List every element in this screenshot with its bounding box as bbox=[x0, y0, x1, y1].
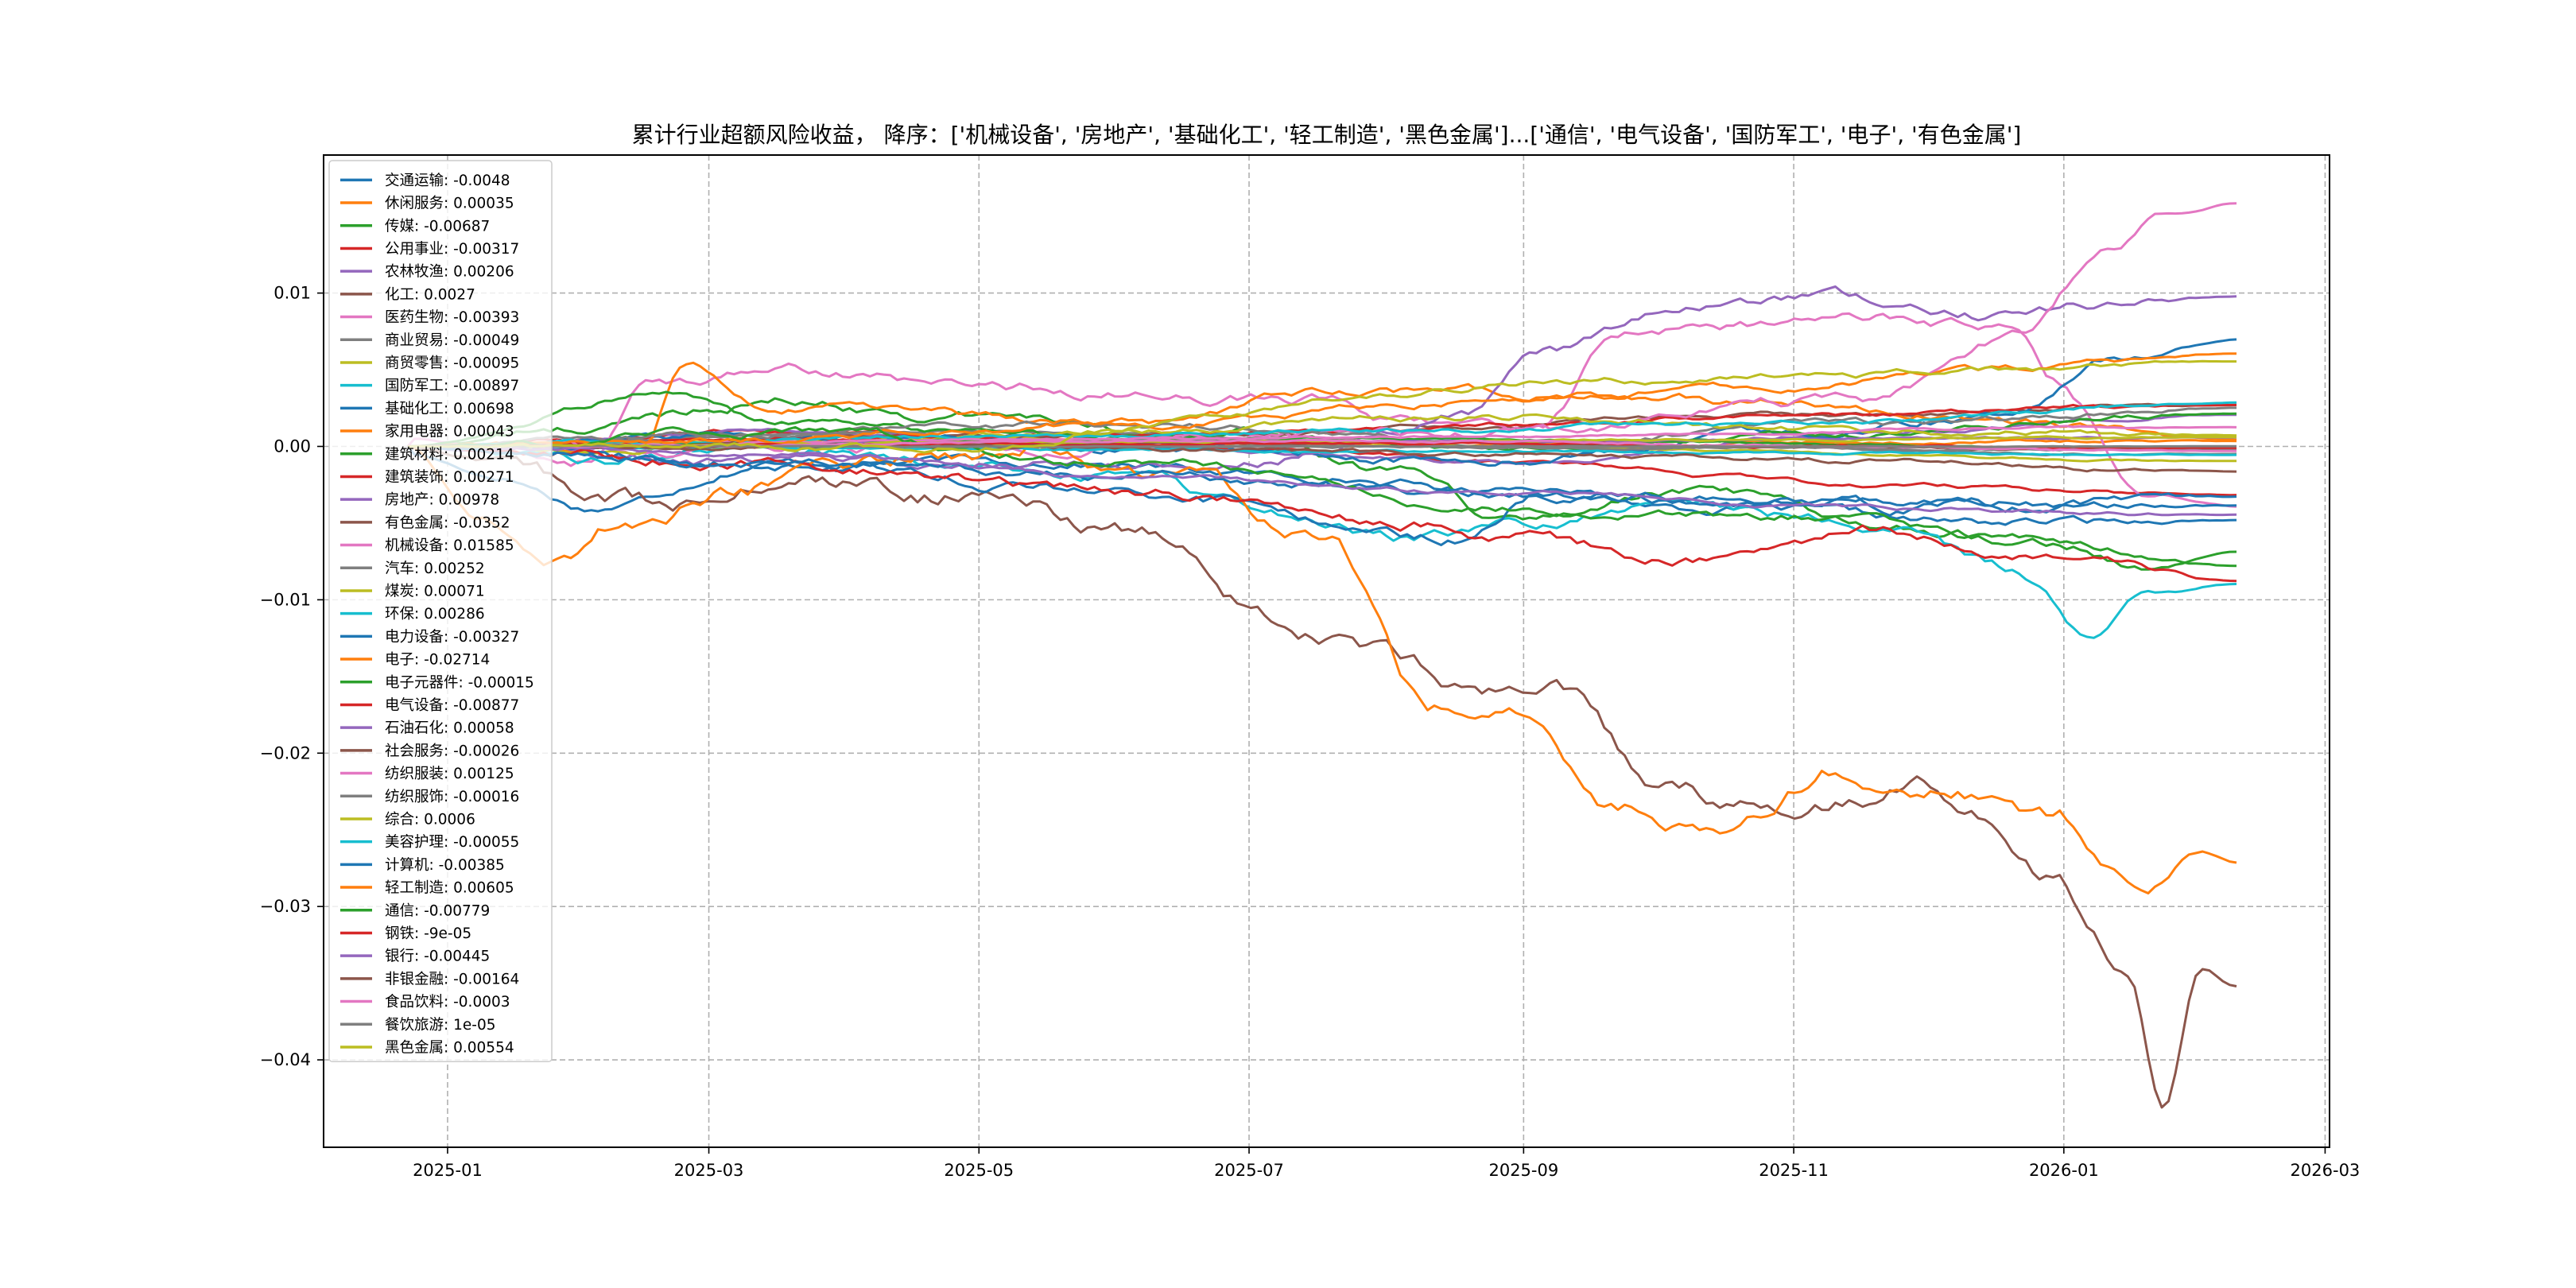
legend-entry: 黑色金属: 0.00554 bbox=[385, 1039, 514, 1056]
legend-entry: 休闲服务: 0.00035 bbox=[385, 196, 514, 212]
x-tick-label: 2025-03 bbox=[674, 1161, 744, 1180]
x-tick-label: 2025-01 bbox=[413, 1161, 483, 1180]
legend-entry: 传媒: -0.00687 bbox=[385, 218, 490, 235]
legend-entry: 医药生物: -0.00393 bbox=[385, 309, 519, 326]
legend-entry: 计算机: -0.00385 bbox=[385, 857, 505, 874]
legend-entry: 农林牧渔: 0.00206 bbox=[385, 264, 514, 281]
y-tick-label: −0.01 bbox=[260, 590, 311, 609]
legend-entry: 电子元器件: -0.00015 bbox=[385, 674, 534, 691]
legend-entry: 银行: -0.00445 bbox=[385, 949, 490, 965]
x-tick-label: 2025-07 bbox=[1214, 1161, 1284, 1180]
legend-entry: 煤炭: 0.00071 bbox=[385, 583, 485, 599]
legend-entry: 家用电器: 0.00043 bbox=[385, 424, 514, 440]
series-layer bbox=[406, 202, 2237, 1109]
series-line-6 bbox=[406, 312, 2237, 508]
legend-entry: 机械设备: 0.01585 bbox=[385, 537, 514, 554]
series-line-30 bbox=[407, 445, 2237, 510]
series-line-21 bbox=[407, 445, 2237, 894]
legend-entry: 通信: -0.00779 bbox=[385, 902, 490, 919]
legend-entry: 建筑装饰: 0.00271 bbox=[385, 469, 514, 486]
x-tick-label: 2025-05 bbox=[944, 1161, 1014, 1180]
legend-entry: 纺织服装: 0.00125 bbox=[385, 766, 514, 782]
legend-entry: 汽车: 0.00252 bbox=[385, 561, 485, 577]
legend-entry: 石油石化: 0.00058 bbox=[385, 720, 514, 737]
x-tick-label: 2026-03 bbox=[2291, 1161, 2361, 1180]
legend-entry: 交通运输: -0.0048 bbox=[385, 173, 510, 189]
legend-entry: 商业贸易: -0.00049 bbox=[385, 332, 519, 349]
legend-entry: 轻工制造: 0.00605 bbox=[385, 880, 514, 897]
legend-entry: 钢铁: -9e-05 bbox=[385, 925, 471, 942]
legend-entry: 电力设备: -0.00327 bbox=[385, 629, 519, 646]
legend-entry: 食品饮料: -0.0003 bbox=[385, 994, 510, 1011]
legend-entry: 纺织服饰: -0.00016 bbox=[385, 789, 519, 805]
legend-entry: 美容护理: -0.00055 bbox=[385, 834, 519, 851]
series-line-35 bbox=[407, 443, 2237, 473]
legend-entry: 基础化工: 0.00698 bbox=[385, 401, 514, 417]
series-line-38 bbox=[407, 359, 2237, 454]
legend-entry: 化工: 0.0027 bbox=[385, 286, 475, 303]
series-line-34 bbox=[407, 444, 2237, 517]
chart-title: 累计行业超额风险收益， 降序：['机械设备', '房地产', '基础化工', '… bbox=[632, 122, 2022, 148]
legend-entry: 商贸零售: -0.00095 bbox=[385, 355, 519, 371]
legend-box bbox=[328, 160, 553, 1063]
legend-entry: 国防军工: -0.00897 bbox=[385, 378, 519, 394]
axes-frame bbox=[323, 154, 2330, 1148]
series-line-32 bbox=[407, 425, 2237, 568]
legend-entry: 有色金属: -0.0352 bbox=[385, 514, 510, 531]
series-line-20 bbox=[407, 441, 2237, 546]
series-line-37 bbox=[407, 444, 2237, 448]
y-tick-label: −0.04 bbox=[260, 1050, 311, 1069]
y-tick-label: −0.03 bbox=[260, 897, 311, 916]
legend-entry: 社会服务: -0.00026 bbox=[385, 743, 519, 759]
legend-entry: 餐饮旅游: 1e-05 bbox=[385, 1017, 495, 1034]
axes-layer: 2025-01 2025-03 2025-05 2025-07 2025-09 2025-… bbox=[260, 154, 2361, 1180]
legend-entry: 电气设备: -0.00877 bbox=[385, 697, 519, 714]
legend-entry: 房地产: 0.00978 bbox=[385, 492, 499, 509]
legend-entry: 公用事业: -0.00317 bbox=[385, 241, 519, 258]
x-tick-label: 2025-11 bbox=[1759, 1161, 1829, 1180]
legend-entry: 综合: 0.0006 bbox=[385, 811, 475, 828]
y-tick-label: 0.01 bbox=[274, 284, 311, 303]
legend-entry: 非银金融: -0.00164 bbox=[385, 971, 519, 987]
y-tick-label: 0.00 bbox=[274, 436, 311, 456]
legend: 交通运输: -0.0048 休闲服务: 0.00035 传媒: -0.00687 公用… bbox=[328, 160, 553, 1063]
series-line-17 bbox=[407, 406, 2237, 448]
legend-entry: 电子: -0.02714 bbox=[385, 652, 490, 669]
legend-entry: 环保: 0.00286 bbox=[385, 606, 485, 623]
series-line-15 bbox=[407, 445, 2237, 1109]
x-tick-label: 2025-09 bbox=[1488, 1161, 1558, 1180]
legend-entry: 建筑材料: 0.00214 bbox=[385, 446, 514, 463]
y-tick-label: −0.02 bbox=[260, 743, 311, 762]
x-tick-label: 2026-01 bbox=[2029, 1161, 2099, 1180]
